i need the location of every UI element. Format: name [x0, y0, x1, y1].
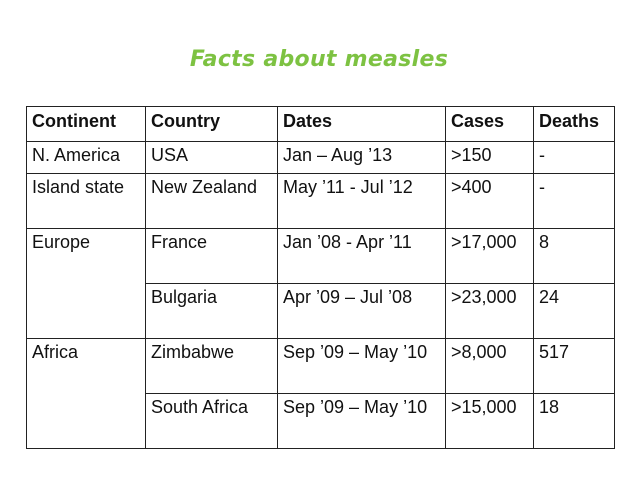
cell-cases: >15,000 [445, 393, 534, 449]
cell-country: New Zealand [145, 173, 278, 229]
table-row: Africa Zimbabwe Sep ’09 – May ’10 >8,000… [26, 338, 615, 449]
table-header-row: Continent Country Dates Cases Deaths [26, 106, 615, 142]
cell-dates: Jan – Aug ’13 [277, 141, 446, 174]
header-continent: Continent [26, 106, 146, 142]
cell-dates: Jan ’08 - Apr ’11 [277, 228, 446, 284]
header-country: Country [145, 106, 278, 142]
slide-title: Facts about measles [189, 47, 449, 72]
cell-dates: Sep ’09 – May ’10 [277, 393, 446, 449]
cell-deaths: 8 [533, 228, 615, 284]
table-row: Island state New Zealand May ’11 - Jul ’… [26, 173, 615, 229]
header-deaths: Deaths [533, 106, 615, 142]
cell-country: South Africa [145, 393, 278, 449]
cell-deaths: 18 [533, 393, 615, 449]
cell-cases: >150 [445, 141, 534, 174]
cell-cases: >8,000 [445, 338, 534, 394]
cell-deaths: 24 [533, 283, 615, 339]
cell-country: Bulgaria [145, 283, 278, 339]
measles-facts-table: Continent Country Dates Cases Deaths N. … [26, 106, 615, 449]
cell-continent: Africa [26, 338, 146, 449]
table-row: Bulgaria Apr ’09 – Jul ’08 >23,000 24 [27, 283, 615, 339]
cell-country: France [145, 228, 278, 284]
cell-dates: Apr ’09 – Jul ’08 [277, 283, 446, 339]
cell-country: USA [145, 141, 278, 174]
cell-dates: Sep ’09 – May ’10 [277, 338, 446, 394]
cell-cases: >400 [445, 173, 534, 229]
table-row: South Africa Sep ’09 – May ’10 >15,000 1… [27, 393, 615, 449]
header-dates: Dates [277, 106, 446, 142]
cell-dates: May ’11 - Jul ’12 [277, 173, 446, 229]
cell-cases: >17,000 [445, 228, 534, 284]
cell-continent: Island state [26, 173, 146, 229]
cell-deaths: 517 [533, 338, 615, 394]
header-cases: Cases [445, 106, 534, 142]
cell-cases: >23,000 [445, 283, 534, 339]
cell-deaths: - [533, 141, 615, 174]
cell-country: Zimbabwe [145, 338, 278, 394]
cell-continent: Europe [26, 228, 146, 339]
cell-continent: N. America [26, 141, 146, 174]
table-row: Europe France Jan ’08 - Apr ’11 >17,000 … [26, 228, 615, 339]
cell-deaths: - [533, 173, 615, 229]
table-row: N. America USA Jan – Aug ’13 >150 - [26, 141, 615, 174]
